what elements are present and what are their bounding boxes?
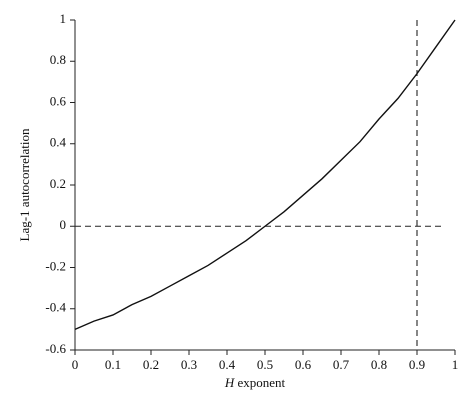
y-tick-label: 1 [60,11,67,26]
x-tick-label: 0.3 [181,357,197,372]
y-tick-label: -0.2 [45,258,66,273]
y-tick-label: 0 [60,217,67,232]
x-tick-label: 0.1 [105,357,121,372]
x-axis-label-text: exponent [237,375,285,390]
x-tick-label: 1 [452,357,459,372]
x-tick-label: 0.8 [371,357,387,372]
y-axis-label: Lag-1 autocorrelation [17,128,32,241]
x-tick-label: 0.2 [143,357,159,372]
y-tick-label: -0.4 [45,300,66,315]
y-tick-label: 0.2 [50,176,66,191]
x-tick-label: 0.4 [219,357,236,372]
x-tick-label: 0.9 [409,357,425,372]
y-tick-label: 0.6 [50,93,67,108]
y-tick-label: 0.8 [50,52,66,67]
x-tick-label: 0 [72,357,79,372]
x-axis-label: H exponent [224,375,286,390]
x-tick-label: 0.6 [295,357,312,372]
y-tick-label: -0.6 [45,341,66,356]
x-tick-label: 0.7 [333,357,350,372]
y-tick-label: 0.4 [50,135,67,150]
line-series [74,19,456,331]
x-tick-label: 0.5 [257,357,273,372]
x-axis-label-variable: H [224,375,235,390]
